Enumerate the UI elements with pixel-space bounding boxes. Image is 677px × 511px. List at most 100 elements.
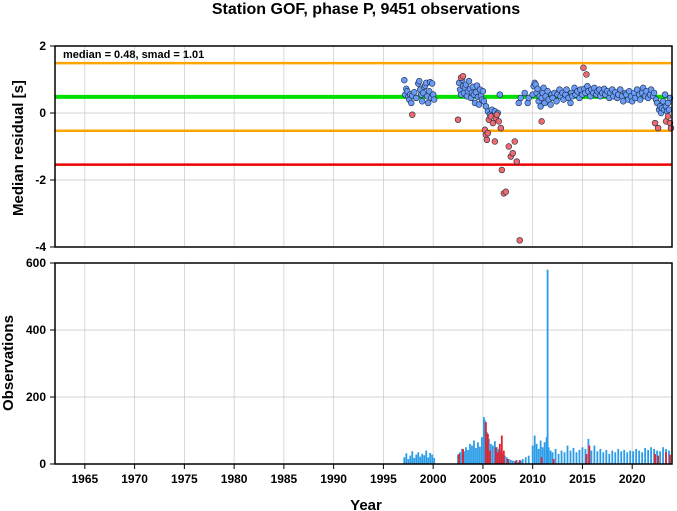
observation-bar — [547, 447, 550, 464]
residual-point — [424, 99, 432, 107]
observation-bar — [417, 452, 420, 464]
residual-point — [563, 86, 570, 93]
residual-point — [413, 94, 420, 102]
observation-bar — [457, 454, 459, 464]
residual-point — [484, 129, 492, 137]
observation-bar — [602, 452, 605, 464]
observation-bar — [513, 461, 516, 464]
x-axis-label: Year — [350, 497, 382, 511]
observation-bar — [611, 450, 614, 464]
observation-bar — [657, 455, 659, 464]
residual-point — [651, 119, 659, 127]
observation-bar — [584, 448, 587, 464]
observation-bar — [551, 452, 554, 464]
residual-point — [553, 98, 560, 105]
observation-bar — [653, 448, 655, 464]
residual-point — [498, 166, 506, 174]
observation-bar — [552, 458, 555, 464]
observation-bar — [632, 451, 635, 464]
residual-point — [401, 76, 408, 84]
x-tick-label: 2015 — [569, 472, 596, 486]
y-tick-label: -2 — [35, 173, 46, 187]
residual-point — [661, 91, 669, 98]
residual-point — [416, 77, 423, 85]
observation-bar — [458, 453, 460, 464]
x-tick-label: 1990 — [320, 472, 347, 486]
observation-bar — [479, 446, 481, 464]
observation-bar — [593, 445, 596, 464]
observation-bar — [566, 445, 569, 464]
observations-y-ticks: 0 200 400 600 — [26, 256, 55, 471]
observation-bar — [497, 448, 500, 464]
observation-bar — [517, 461, 520, 464]
residual-point — [509, 150, 516, 157]
y-tick-label: 200 — [26, 390, 46, 404]
observation-bar — [469, 443, 471, 464]
residual-point — [513, 158, 520, 165]
observation-bar — [494, 447, 497, 464]
residual-point — [479, 88, 487, 95]
x-tick-label: 1985 — [271, 472, 298, 486]
observation-bar — [485, 422, 487, 464]
observation-bar — [524, 457, 527, 464]
stats-annotation: median = 0.48, smad = 1.01 — [63, 49, 204, 61]
y-tick-label: -4 — [35, 240, 46, 254]
observation-bar — [484, 420, 486, 464]
residual-point — [495, 118, 503, 125]
residual-point — [516, 237, 523, 244]
observation-bar — [467, 449, 469, 464]
observation-bar — [650, 447, 653, 464]
residual-point — [617, 86, 624, 93]
observation-bar — [511, 460, 514, 464]
residual-point — [411, 89, 418, 96]
y-tick-label: 600 — [26, 256, 46, 270]
observation-bar — [500, 435, 503, 464]
observation-bar — [533, 435, 536, 464]
observation-bar — [405, 453, 408, 464]
observation-bar — [487, 438, 490, 464]
residual-point — [430, 96, 438, 103]
x-tick-label: 1980 — [221, 472, 248, 486]
observation-bar — [489, 443, 492, 464]
x-tick-label: 2005 — [470, 472, 497, 486]
observation-bar — [515, 459, 518, 464]
y-tick-label: 0 — [39, 457, 46, 471]
residual-point — [521, 89, 528, 97]
residual-panel: -4 -2 0 2 median = 0.48, smad = 1.01 Median… — [10, 39, 675, 254]
observation-bar — [599, 448, 602, 464]
y-tick-label: 0 — [39, 106, 46, 120]
observation-bar — [505, 457, 508, 464]
observation-bar — [425, 450, 428, 464]
residual-point — [465, 77, 473, 85]
x-tick-label: 1970 — [121, 472, 148, 486]
chart-title: Station GOF, phase P, 9451 observations — [212, 1, 520, 18]
observation-bar — [498, 443, 501, 464]
residual-panel-background — [55, 46, 672, 247]
residual-point — [580, 64, 587, 71]
observation-bar — [668, 450, 670, 464]
observations-y-axis-label: Observations — [0, 315, 17, 411]
residual-point — [636, 96, 644, 103]
observation-bar — [481, 437, 483, 464]
observation-bar — [647, 449, 650, 464]
observation-bar — [471, 445, 473, 464]
observation-bar — [514, 460, 517, 464]
residual-point — [517, 94, 524, 102]
observation-bar — [431, 454, 434, 464]
observation-bar — [572, 447, 575, 464]
observation-bar — [463, 451, 465, 464]
observation-bar — [656, 450, 658, 464]
observation-bar — [662, 447, 664, 464]
observation-bar — [590, 450, 593, 464]
observation-bar — [519, 460, 522, 464]
residual-point — [489, 119, 497, 127]
observation-bar — [569, 450, 572, 464]
observation-bar — [507, 458, 510, 464]
residual-point — [650, 89, 658, 97]
residual-point — [483, 136, 491, 144]
observation-bar — [581, 447, 584, 464]
x-tick-label: 1965 — [72, 472, 99, 486]
observation-bar — [549, 450, 552, 464]
residual-point — [419, 98, 426, 105]
